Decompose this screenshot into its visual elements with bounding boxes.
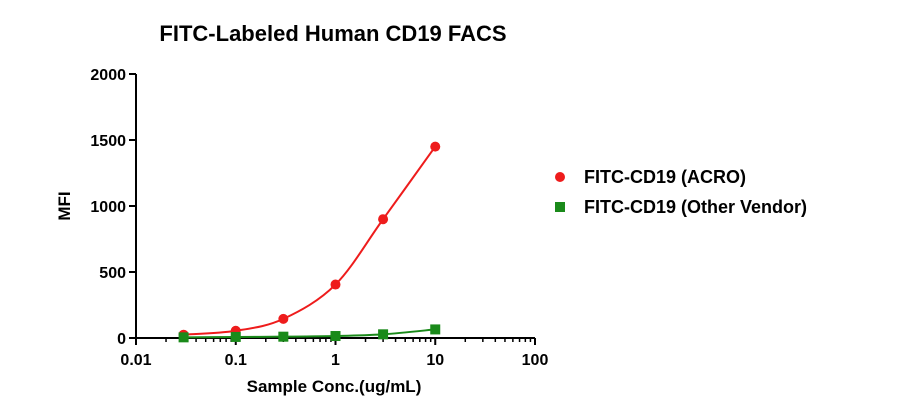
- series-layer: [178, 141, 441, 343]
- x-tick-label: 1: [331, 352, 340, 369]
- chart-title: FITC-Labeled Human CD19 FACS: [159, 21, 506, 46]
- series-0: [178, 141, 441, 340]
- y-ticks: 0 500 1000 1500 2000: [90, 67, 136, 348]
- data-point: [378, 329, 389, 340]
- data-point: [178, 332, 189, 343]
- x-tick-label: 0.01: [120, 352, 151, 369]
- data-point: [330, 331, 341, 342]
- legend-marker-other-vendor: [555, 202, 565, 212]
- data-point: [278, 313, 289, 324]
- x-tick-label: 100: [522, 352, 549, 369]
- data-point: [430, 324, 441, 335]
- data-point: [230, 331, 241, 342]
- y-tick-label: 0: [117, 331, 126, 348]
- legend-marker-acro: [555, 172, 565, 182]
- data-point: [278, 331, 289, 342]
- data-point: [378, 214, 389, 225]
- axes: 0 500 1000 1500 2000 0.01 0.1 1 10 100: [90, 67, 548, 369]
- x-axis-label: Sample Conc.(ug/mL): [247, 377, 422, 396]
- y-tick-label: 1500: [90, 133, 126, 150]
- legend-item-other-vendor: FITC-CD19 (Other Vendor): [555, 197, 807, 217]
- x-tick-label: 0.1: [225, 352, 247, 369]
- legend-item-acro: FITC-CD19 (ACRO): [555, 167, 746, 187]
- legend-label-other-vendor: FITC-CD19 (Other Vendor): [584, 197, 807, 217]
- x-ticks: 0.01 0.1 1 10 100: [120, 338, 548, 369]
- data-point: [330, 279, 341, 290]
- legend: FITC-CD19 (ACRO) FITC-CD19 (Other Vendor…: [555, 167, 807, 217]
- y-axis-label: MFI: [55, 191, 74, 220]
- legend-label-acro: FITC-CD19 (ACRO): [584, 167, 746, 187]
- series-line: [183, 146, 437, 336]
- data-point: [430, 141, 441, 152]
- series-1: [178, 324, 441, 343]
- y-tick-label: 500: [99, 265, 126, 282]
- y-tick-label: 2000: [90, 67, 126, 84]
- y-tick-label: 1000: [90, 199, 126, 216]
- x-tick-label: 10: [426, 352, 444, 369]
